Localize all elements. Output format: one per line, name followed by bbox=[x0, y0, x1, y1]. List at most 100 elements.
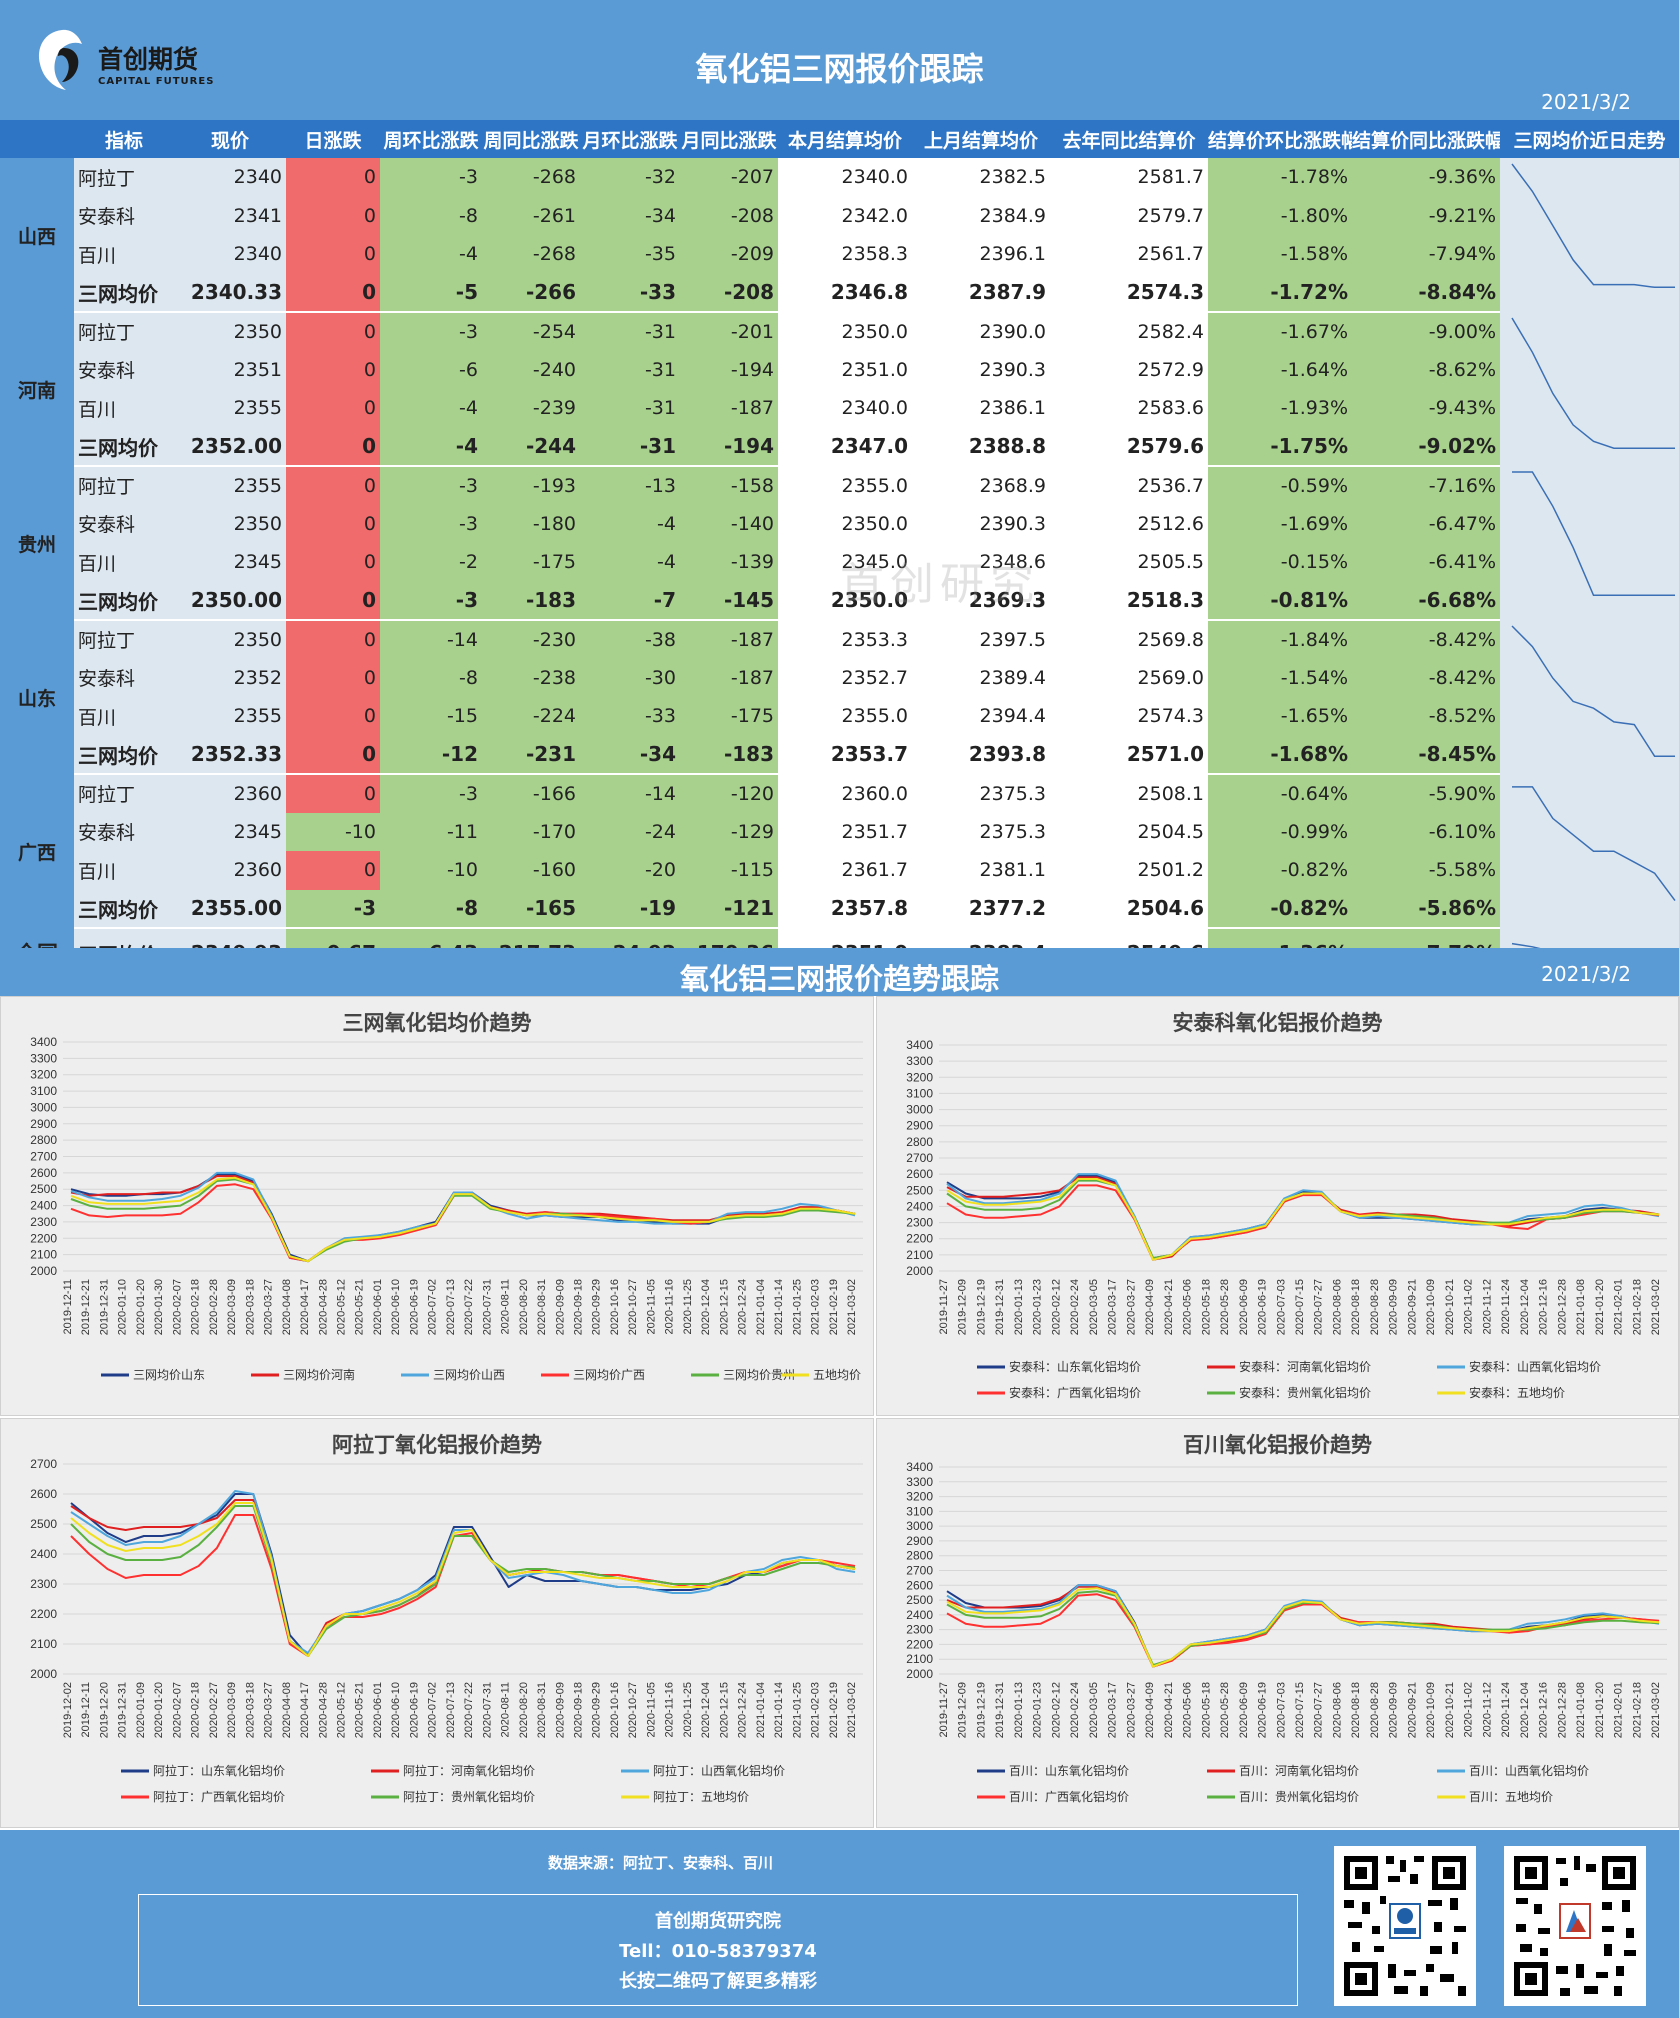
chart-aladdin-svg: 2000 2100 2200 2300 2400 2500 2600 2700 2019-12-… bbox=[30, 1457, 863, 1804]
x-tick-label: 2020-12-28 bbox=[1556, 1682, 1568, 1738]
cell-wk_yoy: -231 bbox=[482, 735, 580, 775]
cell-wk_yoy: -170 bbox=[482, 812, 580, 851]
source-name: 安泰科 bbox=[74, 196, 174, 235]
cell-wk_yoy: -238 bbox=[482, 658, 580, 697]
cell-s_yoy: -8.62% bbox=[1352, 350, 1500, 389]
x-tick-label: 2021-02-19 bbox=[828, 1279, 840, 1335]
x-tick-label: 2020-07-22 bbox=[463, 1682, 475, 1738]
cell-price: 2360 bbox=[174, 851, 286, 890]
cell-day: 0 bbox=[286, 697, 380, 736]
cell-ly: 2504.5 bbox=[1050, 812, 1208, 851]
cell-price: 2355 bbox=[174, 466, 286, 505]
cell-mo_yoy: -175 bbox=[680, 697, 778, 736]
y-tick-label: 2600 bbox=[30, 1166, 57, 1180]
legend-label: 阿拉丁：贵州氧化铝均价 bbox=[403, 1789, 535, 1804]
source-name: 阿拉丁 bbox=[74, 466, 174, 505]
cell-mo_yoy: -194 bbox=[680, 427, 778, 467]
source-name: 三网均价 bbox=[74, 889, 174, 929]
x-tick-label: 2019-12-20 bbox=[98, 1682, 110, 1738]
cell-price: 2355.00 bbox=[174, 889, 286, 929]
x-tick-label: 2020-08-28 bbox=[1369, 1279, 1381, 1335]
x-tick-label: 2020-02-07 bbox=[171, 1682, 183, 1738]
x-tick-label: 2020-07-31 bbox=[481, 1682, 493, 1738]
cell-price: 2355 bbox=[174, 389, 286, 428]
x-tick-label: 2020-02-12 bbox=[1050, 1279, 1062, 1335]
cell-mo_yoy: -139 bbox=[680, 543, 778, 582]
y-tick-label: 2700 bbox=[906, 1151, 933, 1165]
cell-ly: 2572.9 bbox=[1050, 350, 1208, 389]
cell-mo_yoy: -194 bbox=[680, 350, 778, 389]
header-empty bbox=[0, 120, 74, 158]
x-tick-label: 2019-11-27 bbox=[938, 1279, 950, 1334]
series-line bbox=[70, 1171, 856, 1263]
cell-cur: 2351.7 bbox=[778, 812, 912, 851]
x-tick-label: 2020-12-28 bbox=[1556, 1279, 1568, 1335]
cell-ly: 2501.2 bbox=[1050, 851, 1208, 890]
chart-title: 阿拉丁氧化铝报价趋势 bbox=[332, 1433, 542, 1457]
y-tick-label: 2000 bbox=[30, 1667, 57, 1681]
series-line bbox=[946, 1584, 1660, 1668]
x-tick-label: 2020-11-12 bbox=[1481, 1279, 1493, 1334]
x-tick-label: 2020-12-15 bbox=[718, 1279, 730, 1335]
x-tick-label: 2020-12-24 bbox=[737, 1682, 749, 1738]
x-tick-label: 2020-07-15 bbox=[1294, 1682, 1306, 1738]
cell-last: 2348.6 bbox=[912, 543, 1050, 582]
legend-label: 安泰科：河南氧化铝均价 bbox=[1239, 1359, 1371, 1374]
cell-mo_yoy: -187 bbox=[680, 389, 778, 428]
cell-last: 2388.8 bbox=[912, 427, 1050, 467]
cell-s_mom: -1.84% bbox=[1208, 620, 1352, 659]
x-tick-label: 2020-06-19 bbox=[1257, 1279, 1269, 1335]
x-tick-label: 2020-04-28 bbox=[317, 1279, 329, 1335]
org-name: 首创期货研究院 bbox=[655, 1911, 781, 1932]
x-tick-label: 2020-11-12 bbox=[1481, 1682, 1493, 1737]
x-tick-label: 2019-12-19 bbox=[975, 1279, 987, 1335]
x-tick-label: 2020-06-09 bbox=[1238, 1279, 1250, 1335]
cell-wk_mom: -12 bbox=[380, 735, 482, 775]
x-tick-label: 2019-12-31 bbox=[98, 1279, 110, 1335]
qr-code-icon[interactable] bbox=[1504, 1846, 1646, 2006]
x-tick-label: 2020-12-24 bbox=[737, 1279, 749, 1335]
cell-mo_mom: -30 bbox=[580, 658, 680, 697]
cell-day: 0 bbox=[286, 427, 380, 467]
x-tick-label: 2020-11-02 bbox=[1463, 1682, 1475, 1737]
qr-code-icon[interactable] bbox=[1334, 1846, 1476, 2006]
y-tick-label: 3000 bbox=[906, 1103, 933, 1117]
x-tick-label: 2020-03-27 bbox=[1125, 1682, 1137, 1738]
cell-s_yoy: -5.86% bbox=[1352, 889, 1500, 929]
cell-mo_yoy: -208 bbox=[680, 273, 778, 313]
cell-ly: 2571.0 bbox=[1050, 735, 1208, 775]
x-tick-label: 2020-09-29 bbox=[591, 1279, 603, 1335]
y-tick-label: 2100 bbox=[906, 1248, 933, 1262]
x-tick-label: 2021-03-02 bbox=[846, 1682, 858, 1738]
header-bar: 首创期货 CAPITAL FUTURES 氧化铝三网报价跟踪 2021/3/2 bbox=[0, 0, 1679, 120]
legend-label: 安泰科：山东氧化铝均价 bbox=[1009, 1359, 1141, 1374]
cell-cur: 2353.3 bbox=[778, 620, 912, 659]
cell-s_yoy: -8.42% bbox=[1352, 658, 1500, 697]
cell-mo_mom: -7 bbox=[580, 581, 680, 621]
x-tick-label: 2020-12-04 bbox=[700, 1682, 712, 1738]
cell-s_yoy: -5.90% bbox=[1352, 774, 1500, 813]
legend-label: 阿拉丁：河南氧化铝均价 bbox=[403, 1763, 535, 1778]
trend-sparkline bbox=[1511, 163, 1675, 289]
x-tick-label: 2020-09-09 bbox=[1388, 1279, 1400, 1335]
cell-last: 2397.5 bbox=[912, 620, 1050, 659]
cell-cur: 2340.0 bbox=[778, 389, 912, 428]
legend-label: 安泰科：贵州氧化铝均价 bbox=[1239, 1385, 1371, 1400]
cell-wk_mom: -8 bbox=[380, 889, 482, 929]
x-tick-label: 2020-04-21 bbox=[1163, 1682, 1175, 1738]
y-tick-label: 3300 bbox=[30, 1051, 57, 1065]
cell-ly: 2583.6 bbox=[1050, 389, 1208, 428]
cell-wk_mom: -3 bbox=[380, 312, 482, 351]
x-tick-label: 2021-02-01 bbox=[1613, 1682, 1625, 1738]
sparkline bbox=[1511, 317, 1675, 449]
cell-mo_yoy: -115 bbox=[680, 851, 778, 890]
source-name: 三网均价 bbox=[74, 581, 174, 621]
series-line bbox=[946, 1178, 1660, 1261]
capital-futures-logo-icon bbox=[38, 29, 82, 90]
x-tick-label: 2020-05-06 bbox=[1182, 1682, 1194, 1738]
y-tick-label: 2600 bbox=[906, 1578, 933, 1592]
cell-wk_mom: -15 bbox=[380, 697, 482, 736]
chart-title: 三网氧化铝均价趋势 bbox=[342, 1011, 532, 1035]
table-row: 广西 阿拉丁 2360 0 -3 -166 -14 -120 2360.0 2375.3 2508.… bbox=[0, 774, 1679, 928]
